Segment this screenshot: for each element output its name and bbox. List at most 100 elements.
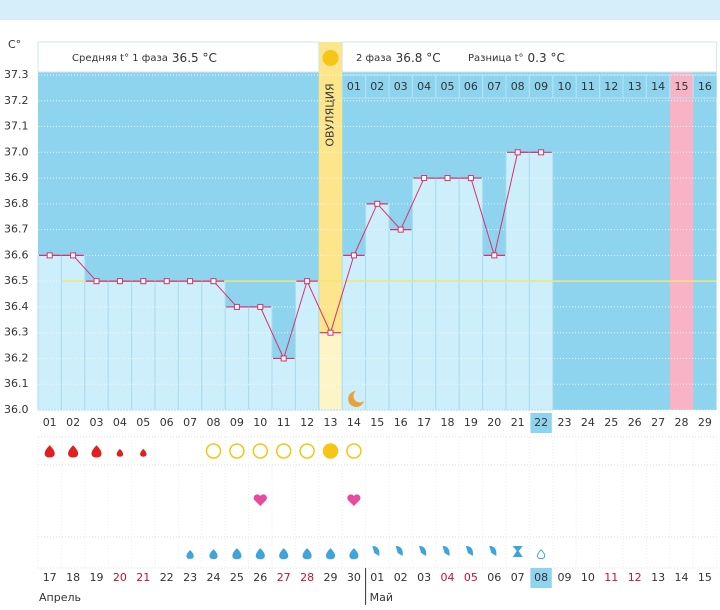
- y-unit: C°: [8, 38, 21, 51]
- phase2-day: 06: [464, 80, 478, 93]
- temp-bar: [411, 177, 437, 411]
- phase2-day: 02: [370, 80, 384, 93]
- cycle-day: 28: [675, 416, 689, 429]
- swirl-icon: [489, 546, 497, 556]
- temp-bar: [388, 229, 413, 411]
- cycle-day: 14: [347, 416, 361, 429]
- temp-point: [491, 252, 498, 259]
- cycle-day: 20: [487, 416, 501, 429]
- temp-point: [116, 278, 123, 285]
- temp-point: [374, 200, 381, 207]
- temp-point: [93, 278, 100, 285]
- date: 11: [604, 571, 618, 584]
- swirl-icon: [419, 546, 427, 556]
- date: 08: [534, 571, 548, 584]
- temp-point: [187, 278, 194, 285]
- moon-icon: [348, 391, 364, 407]
- diff-label: Разница t° 0.3 °C: [468, 51, 565, 65]
- date: 24: [207, 571, 221, 584]
- heart-icon: [253, 494, 267, 506]
- ovulation-column: [318, 42, 343, 410]
- circle-icon: [205, 443, 222, 459]
- drop-icon: [68, 445, 79, 458]
- cycle-day: 17: [417, 416, 431, 429]
- y-tick-label: 36.2: [4, 351, 29, 364]
- phase2-day: 08: [511, 80, 525, 93]
- today-box: [530, 413, 552, 433]
- temp-point: [46, 252, 53, 259]
- header-box: [37, 41, 320, 73]
- hourglass-icon: [512, 546, 523, 557]
- drop-icon: [302, 548, 312, 560]
- cycle-day: 12: [300, 416, 314, 429]
- drop-icon: [44, 445, 55, 458]
- cycle-day: 18: [441, 416, 455, 429]
- y-tick-label: 36.5: [4, 274, 29, 287]
- date: 18: [66, 571, 80, 584]
- temp-bar: [201, 280, 226, 411]
- menses-column: [669, 72, 694, 410]
- date: 05: [464, 571, 478, 584]
- date: 14: [675, 571, 689, 584]
- temp-point: [210, 278, 217, 285]
- date: 29: [324, 571, 338, 584]
- cycle-day: 22: [534, 416, 548, 429]
- date: 23: [183, 571, 197, 584]
- ovulation-column-light: [318, 332, 343, 410]
- phase2-day: 10: [558, 80, 572, 93]
- date: 21: [136, 571, 150, 584]
- date: 07: [511, 571, 525, 584]
- drop-icon: [255, 548, 265, 560]
- phase2-day: 14: [651, 80, 665, 93]
- date: 09: [558, 571, 572, 584]
- month-label: Май: [370, 591, 393, 604]
- y-tick-label: 36.1: [4, 377, 29, 390]
- cycle-day: 11: [277, 416, 291, 429]
- temp-bar: [294, 280, 320, 411]
- date: 26: [253, 571, 267, 584]
- cycle-day: 13: [324, 416, 338, 429]
- y-tick-label: 36.7: [4, 223, 29, 236]
- heart-icon: [347, 494, 361, 506]
- phase2-day: 03: [394, 80, 408, 93]
- temp-bar: [435, 177, 460, 411]
- phase2-day: 11: [581, 80, 595, 93]
- drop-icon: [325, 548, 336, 560]
- date: 10: [581, 571, 595, 584]
- drop-icon: [116, 448, 124, 457]
- y-tick-label: 36.4: [4, 300, 29, 313]
- temp-bar: [84, 280, 109, 411]
- diff-label: Разница t°: [468, 53, 524, 64]
- temp-bar: [177, 280, 203, 411]
- phase2-label: 2 фаза: [356, 53, 392, 64]
- temp-point: [163, 278, 170, 285]
- temp-point: [70, 252, 77, 259]
- drop-icon: [279, 548, 289, 560]
- cycle-day: 10: [253, 416, 267, 429]
- date: 15: [698, 571, 712, 584]
- header-box: [341, 41, 718, 73]
- y-tick-label: 36.8: [4, 197, 29, 210]
- temp-point: [421, 175, 428, 182]
- date: 13: [651, 571, 665, 584]
- y-tick-label: 36.6: [4, 248, 29, 261]
- temp-point: [514, 149, 521, 156]
- temp-point: [327, 329, 334, 336]
- temp-point: [280, 355, 287, 362]
- cycle-day: 26: [628, 416, 642, 429]
- cycle-day: 21: [511, 416, 525, 429]
- cycle-day: 16: [394, 416, 408, 429]
- temp-bar: [154, 280, 179, 411]
- circle-icon: [275, 443, 292, 459]
- phase2-day: 13: [628, 80, 642, 93]
- date: 17: [43, 571, 57, 584]
- y-tick-label: 36.3: [4, 326, 29, 339]
- phase2-day: 16: [698, 80, 712, 93]
- temp-point: [467, 175, 474, 182]
- cycle-day: 15: [370, 416, 384, 429]
- drop-icon: [232, 548, 242, 560]
- drop-icon: [91, 445, 102, 458]
- date: 30: [347, 571, 361, 584]
- cycle-day: 09: [230, 416, 244, 429]
